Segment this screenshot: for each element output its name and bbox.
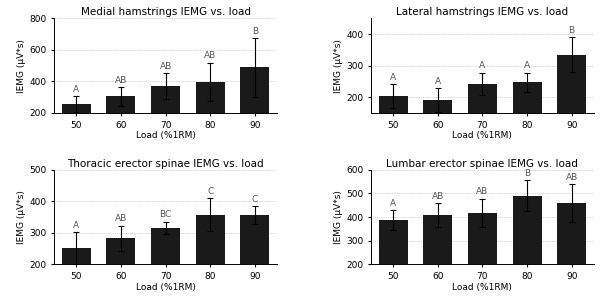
Bar [423,100,452,160]
Text: B: B [524,169,530,178]
Bar [557,54,586,160]
Y-axis label: IEMG (μV*s): IEMG (μV*s) [334,39,343,92]
Text: AB: AB [115,75,127,85]
X-axis label: Load (%1RM): Load (%1RM) [452,131,512,140]
X-axis label: Load (%1RM): Load (%1RM) [136,131,196,140]
Text: AB: AB [160,62,172,71]
Text: A: A [524,61,530,71]
Text: AB: AB [476,187,488,196]
Text: AB: AB [115,214,127,223]
Bar [379,96,407,160]
Bar [62,104,91,144]
Text: AB: AB [204,51,217,60]
X-axis label: Load (%1RM): Load (%1RM) [452,282,512,292]
Text: A: A [73,85,79,94]
X-axis label: Load (%1RM): Load (%1RM) [136,282,196,292]
Bar [468,213,497,304]
Bar [468,84,497,160]
Bar [196,82,225,144]
Bar [106,238,136,304]
Bar [106,96,136,144]
Text: B: B [569,26,575,35]
Bar [512,196,542,304]
Title: Lumbar erector spinae IEMG vs. load: Lumbar erector spinae IEMG vs. load [386,159,578,169]
Bar [423,215,452,304]
Text: AB: AB [566,173,578,181]
Text: A: A [73,221,79,230]
Bar [512,82,542,160]
Title: Thoracic erector spinae IEMG vs. load: Thoracic erector spinae IEMG vs. load [67,159,264,169]
Text: A: A [435,77,441,86]
Title: Lateral hamstrings IEMG vs. load: Lateral hamstrings IEMG vs. load [397,8,568,17]
Text: A: A [390,73,396,82]
Bar [151,228,180,304]
Y-axis label: IEMG (μV*s): IEMG (μV*s) [17,39,26,92]
Text: C: C [207,187,214,196]
Y-axis label: IEMG (μV*s): IEMG (μV*s) [334,190,343,244]
Title: Medial hamstrings IEMG vs. load: Medial hamstrings IEMG vs. load [80,8,251,17]
Text: A: A [479,61,485,71]
Text: AB: AB [431,192,444,201]
Bar [241,215,269,304]
Bar [196,215,225,304]
Text: B: B [252,27,258,36]
Bar [62,248,91,304]
Bar [241,67,269,144]
Bar [379,220,407,304]
Bar [151,86,180,144]
Y-axis label: IEMG (μV*s): IEMG (μV*s) [17,190,26,244]
Text: BC: BC [160,210,172,219]
Text: A: A [390,199,396,208]
Text: C: C [252,195,258,204]
Bar [557,203,586,304]
